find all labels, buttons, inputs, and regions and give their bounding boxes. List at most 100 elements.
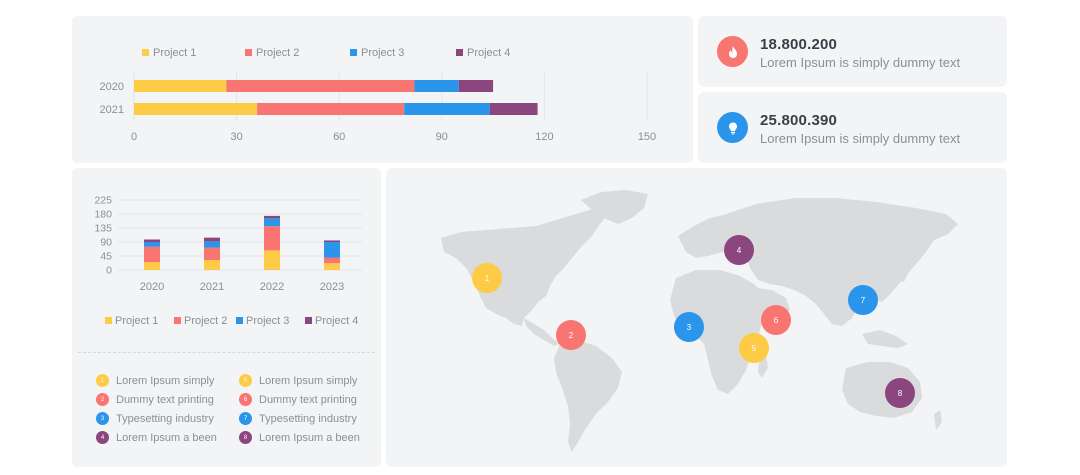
map-marker-2[interactable]: 2	[556, 320, 586, 350]
asia-shape	[726, 198, 958, 326]
y-tick-label: 90	[100, 237, 112, 249]
map-marker-3[interactable]: 3	[674, 312, 704, 342]
y-tick-label: 135	[94, 223, 112, 235]
bar-segment	[134, 80, 227, 92]
x-tick-label: 30	[230, 131, 242, 143]
legend-item-3: 3 Typesetting industry	[96, 412, 214, 425]
horizontal-bar-chart: 0 30 60 90 120 150 2020 2021 Project 1 Project 2 P…	[100, 47, 657, 143]
legend-item-label: Dummy text printing	[259, 393, 357, 406]
legend-swatch	[105, 317, 112, 324]
world-map-panel: 1 2 3 4 5 6 7	[386, 168, 1007, 467]
x-tick-label: 150	[638, 131, 656, 143]
horizontal-bar-chart-panel: 0 30 60 90 120 150 2020 2021 Project 1 Project 2 P…	[72, 16, 693, 163]
bar-segment	[264, 218, 280, 227]
southeast-asia-shape	[862, 330, 908, 348]
legend-swatch	[350, 49, 357, 56]
legend-item-1: 1 Lorem Ipsum simply	[96, 374, 214, 387]
map-marker-6[interactable]: 6	[761, 305, 791, 335]
bar-segment	[458, 80, 494, 92]
legend-item-5: 5 Lorem Ipsum simply	[239, 374, 357, 387]
bar-segment	[264, 226, 280, 251]
stat-card-2: 25.800.390 Lorem Ipsum is simply dummy t…	[698, 92, 1007, 163]
marker-dot-icon: 2	[96, 393, 109, 406]
bar-segment	[226, 80, 415, 92]
bar-segment	[144, 239, 160, 242]
stat-value: 18.800.200	[760, 36, 838, 53]
legend-label: Project 2	[184, 315, 227, 327]
marker-dot-icon: 6	[239, 393, 252, 406]
legend-item-label: Lorem Ipsum a been	[116, 431, 217, 444]
y-category-label: 2021	[100, 104, 124, 116]
new-zealand-shape	[934, 410, 942, 430]
map-marker-1[interactable]: 1	[472, 263, 502, 293]
legend-item-label: Typesetting industry	[259, 412, 357, 425]
legend-item-2: 2 Dummy text printing	[96, 393, 214, 406]
marker-dot-icon: 3	[96, 412, 109, 425]
marker-dot-icon: 1	[96, 374, 109, 387]
bar-segment	[134, 103, 258, 115]
y-tick-label: 180	[94, 209, 112, 221]
x-tick-label: 0	[131, 131, 137, 143]
greenland-shape	[581, 190, 648, 224]
africa-shape	[670, 270, 768, 394]
stat-card-1: 18.800.200 Lorem Ipsum is simply dummy t…	[698, 16, 1007, 87]
svg-text:3: 3	[687, 323, 692, 332]
legend-label: Project 4	[467, 47, 510, 59]
x-category-label: 2021	[200, 281, 224, 293]
legend-swatch	[305, 317, 312, 324]
legend-label: Project 3	[361, 47, 404, 59]
bar-segment	[489, 103, 538, 115]
legend-swatch	[245, 49, 252, 56]
bar-segment	[144, 246, 160, 263]
stat-description: Lorem Ipsum is simply dummy text	[760, 55, 961, 70]
legend-swatch	[236, 317, 243, 324]
legend-item-7: 7 Typesetting industry	[239, 412, 357, 425]
bar-segment	[324, 257, 340, 264]
lightbulb-icon	[717, 112, 748, 143]
svg-text:4: 4	[737, 246, 742, 255]
x-tick-label: 90	[436, 131, 448, 143]
bar-segment	[144, 242, 160, 247]
map-marker-7[interactable]: 7	[848, 285, 878, 315]
marker-dot-icon: 7	[239, 412, 252, 425]
marker-dot-icon: 8	[239, 431, 252, 444]
bar-segment	[264, 215, 280, 219]
y-category-label: 2020	[100, 81, 124, 93]
bar-segment	[144, 262, 160, 270]
svg-text:2: 2	[569, 331, 574, 340]
bar-segment	[204, 241, 220, 248]
map-marker-5[interactable]: 5	[739, 333, 769, 363]
map-marker-4[interactable]: 4	[724, 235, 754, 265]
fire-icon	[717, 36, 748, 67]
legend-label: Project 1	[153, 47, 196, 59]
bar-segment	[324, 263, 340, 270]
legend-item-label: Lorem Ipsum simply	[116, 374, 215, 387]
svg-text:6: 6	[774, 316, 779, 325]
map-marker-8[interactable]: 8	[885, 378, 915, 408]
legend-item-label: Lorem Ipsum simply	[259, 374, 358, 387]
legend-label: Project 2	[256, 47, 299, 59]
svg-text:8: 8	[898, 389, 903, 398]
legend-swatch	[142, 49, 149, 56]
map-markers: 1 2 3 4 5 6 7	[472, 235, 915, 408]
marker-dot-icon: 5	[239, 374, 252, 387]
bar-segment	[204, 237, 220, 242]
north-america-shape	[441, 198, 618, 326]
y-tick-label: 45	[100, 251, 112, 263]
world-landmass	[441, 190, 958, 452]
y-tick-label: 0	[106, 265, 112, 277]
legend-label: Project 3	[246, 315, 289, 327]
japan-shape	[896, 258, 910, 282]
bar-segment	[324, 240, 340, 242]
south-america-shape	[554, 340, 622, 452]
bar-segment	[264, 250, 280, 270]
stat-value: 25.800.390	[760, 112, 838, 129]
legend-item-6: 6 Dummy text printing	[239, 393, 357, 406]
central-america-shape	[524, 318, 560, 346]
legend-swatch	[456, 49, 463, 56]
legend-item-4: 4 Lorem Ipsum a been	[96, 431, 217, 444]
legend-swatch	[174, 317, 181, 324]
bar-segment	[257, 103, 405, 115]
svg-text:1: 1	[485, 274, 490, 283]
